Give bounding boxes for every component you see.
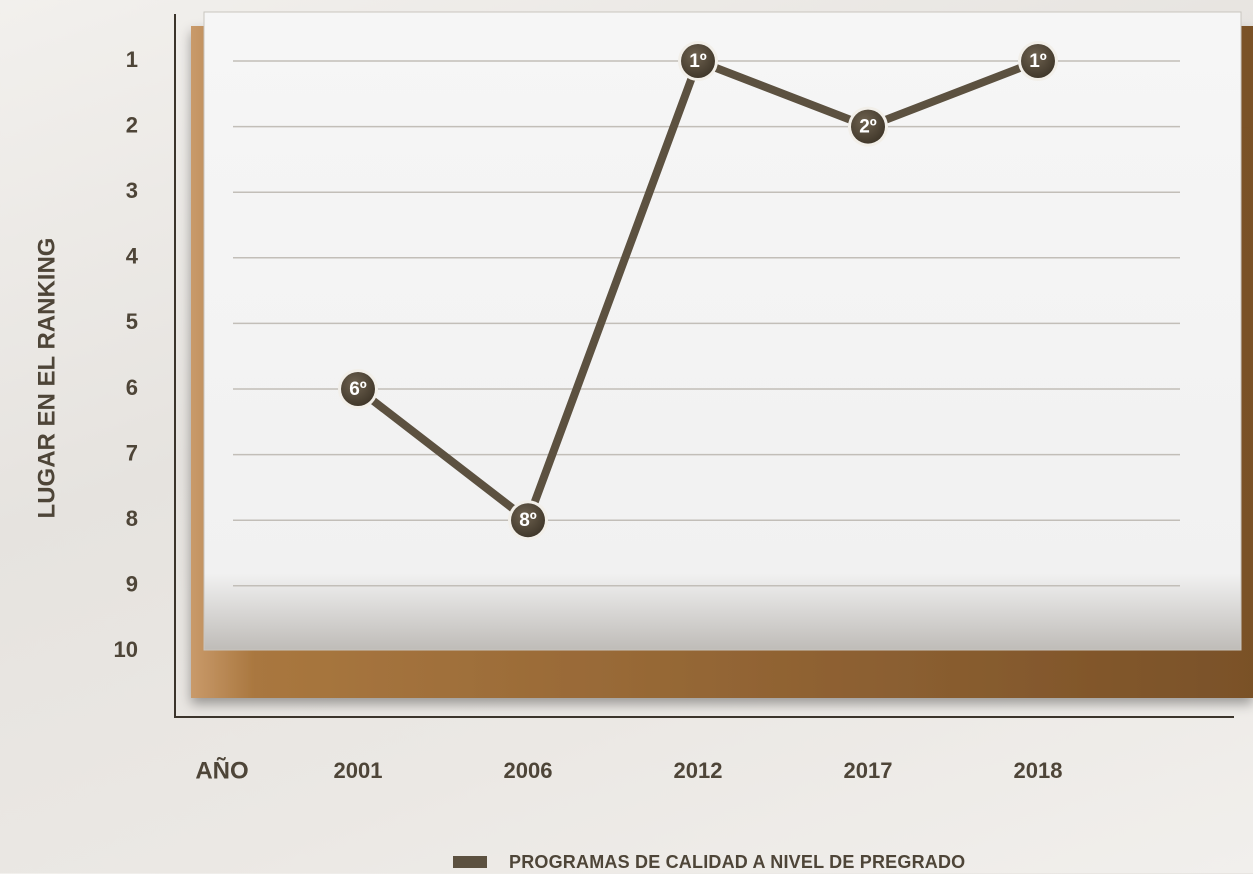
data-point-marker bbox=[1021, 44, 1055, 78]
y-tick-label: 5 bbox=[126, 309, 138, 334]
x-axis-title: AÑO bbox=[195, 756, 248, 784]
y-tick-labels: 1 2 3 4 5 6 7 8 9 10 bbox=[114, 47, 139, 662]
legend-label: PROGRAMAS DE CALIDAD A NIVEL DE PREGRADO bbox=[509, 851, 966, 872]
y-tick-label: 4 bbox=[126, 244, 139, 269]
data-point: 2º bbox=[848, 106, 888, 147]
data-label: 2º bbox=[859, 117, 877, 138]
data-point-marker bbox=[341, 372, 375, 406]
data-point: 1º bbox=[678, 41, 718, 81]
y-tick-label: 6 bbox=[126, 375, 138, 400]
legend-swatch bbox=[453, 856, 487, 868]
data-point: 1º bbox=[1018, 41, 1058, 81]
x-tick-label: 2012 bbox=[674, 758, 723, 783]
plot-panel bbox=[203, 11, 1242, 651]
data-label: 8º bbox=[519, 510, 537, 531]
data-label: 1º bbox=[1029, 51, 1047, 72]
data-point-marker bbox=[511, 503, 545, 538]
x-tick-label: 2001 bbox=[334, 758, 383, 783]
x-tick-label: 2017 bbox=[844, 758, 893, 783]
y-tick-label: 10 bbox=[114, 637, 138, 662]
y-tick-label: 8 bbox=[126, 506, 138, 531]
data-points: 6º 8º 1º 2º 1º bbox=[338, 41, 1058, 541]
x-tick-label: 2018 bbox=[1014, 758, 1063, 783]
data-point: 8º bbox=[508, 500, 548, 541]
y-tick-label: 1 bbox=[126, 47, 138, 72]
y-tick-label: 7 bbox=[126, 440, 138, 465]
data-label: 1º bbox=[689, 51, 707, 72]
x-tick-label: 2006 bbox=[504, 758, 553, 783]
data-point-marker bbox=[851, 109, 885, 144]
y-tick-label: 9 bbox=[126, 572, 138, 597]
legend: PROGRAMAS DE CALIDAD A NIVEL DE PREGRADO bbox=[453, 850, 965, 874]
data-label: 6º bbox=[349, 379, 367, 400]
y-tick-label: 2 bbox=[126, 112, 138, 137]
x-tick-labels: 2001 2006 2012 2017 2018 bbox=[334, 758, 1063, 783]
data-point: 6º bbox=[338, 369, 378, 409]
y-axis-title: LUGAR EN EL RANKING bbox=[33, 238, 60, 519]
y-tick-label: 3 bbox=[126, 178, 138, 203]
data-point-marker bbox=[681, 44, 715, 78]
